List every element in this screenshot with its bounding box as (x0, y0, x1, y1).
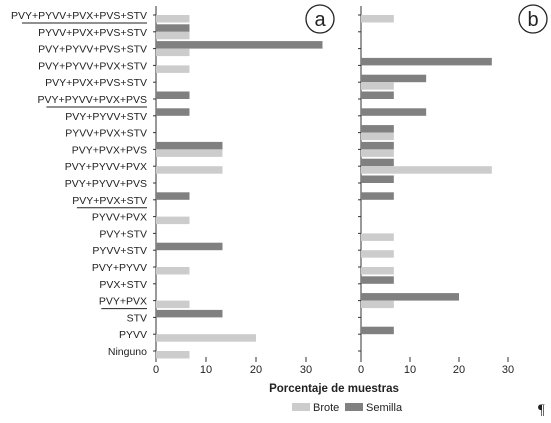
panel-b-bar-semilla (361, 108, 427, 116)
panel-a-bar-semilla (156, 192, 190, 200)
category-label: PYVV+PVX+PVS+STV (38, 27, 147, 39)
panel-b-bars (361, 15, 492, 335)
category-label: PYVV+PVX (92, 212, 147, 224)
panel-label-a: a (314, 9, 326, 31)
legend-label-semilla: Semilla (366, 402, 403, 414)
category-label: STV (127, 312, 147, 324)
pilcrow-mark: ¶ (538, 402, 545, 418)
panel-a-bar-semilla (156, 91, 190, 99)
category-label: PYVV+PVX+STV (65, 128, 147, 140)
panel-a-bar-brote (156, 15, 190, 23)
panel-b-bar-semilla (361, 125, 394, 133)
panel-a-x-tick-label: 10 (200, 364, 212, 376)
panel-b-bar-semilla (361, 192, 394, 200)
panel-a-bar-semilla (156, 108, 190, 116)
legend-label-brote: Brote (313, 402, 339, 414)
category-label: PVY+PYVV+PVX+PVS (38, 94, 147, 106)
panel-a-bar-brote (156, 351, 190, 359)
panel-a-bar-semilla (156, 309, 223, 318)
panel-b-bar-semilla (361, 57, 492, 66)
category-label: PVY+PYVV+PVX+STV (38, 60, 147, 72)
panel-a-bar-semilla (156, 41, 323, 49)
panel-label-b: b (527, 9, 538, 31)
panel-b-bar-brote (361, 300, 394, 309)
panel-a-bar-brote (156, 267, 190, 275)
panel-b-bar-semilla (361, 158, 394, 167)
category-label: PVY+PVX (99, 296, 147, 308)
panel-a-bar-semilla (156, 242, 223, 251)
panel-a-bar-semilla (156, 141, 223, 150)
panel-b-x-tick-label: 0 (358, 364, 364, 376)
panel-a-x-tick-label: 20 (250, 364, 262, 376)
panel-b-bar-semilla (361, 74, 427, 83)
panel-label-a-badge: a (305, 4, 335, 34)
category-label: PVY+PYVV+PVS (65, 178, 147, 190)
category-label: PVY+PVX+PVS (72, 144, 147, 156)
panel-b-bar-brote (361, 15, 394, 23)
legend-swatch-brote (292, 403, 310, 411)
category-label: PYVV (119, 329, 147, 341)
panel-b-bar-semilla (361, 326, 394, 335)
x-axis-title: Porcentaje de muestras (269, 383, 399, 395)
panel-a-bar-brote (156, 166, 223, 174)
category-label: PVY+STV (99, 228, 147, 240)
category-label: PVY+PYVV+PVX+PVS+STV (11, 10, 147, 22)
panel-a-x-tick-label: 0 (153, 364, 159, 376)
panel-a-bar-brote (156, 48, 190, 57)
panel-b-bar-semilla (361, 91, 394, 99)
panel-b-bar-brote (361, 166, 492, 174)
category-label: Ninguno (108, 346, 147, 358)
panel-b-bar-brote (361, 233, 394, 241)
panel-a-bar-brote (156, 300, 190, 309)
panel-a-bar-brote (156, 65, 190, 73)
panel-b-x-tick-label: 10 (404, 364, 416, 376)
category-label: PVY+PVX+PVS+STV (45, 77, 147, 89)
axis-a: 0 10 20 30 (153, 6, 312, 376)
panel-a-bar-brote (156, 334, 256, 342)
panel-b-bar-brote (361, 132, 394, 141)
panel-b-bar-semilla (361, 293, 459, 301)
legend-swatch-semilla (345, 403, 363, 411)
category-label: PVY+PYVV+STV (65, 111, 147, 123)
legend: Brote Semilla (292, 402, 403, 414)
category-label: PVY+PVX+STV (72, 195, 147, 207)
panel-a-bar-semilla (156, 24, 190, 32)
category-label: PVX+STV (99, 279, 147, 291)
panel-b-bar-semilla (361, 276, 394, 284)
category-label: PVY+PYVV (92, 262, 147, 274)
category-label: PYVV+STV (92, 245, 147, 257)
panel-b-bar-brote (361, 82, 394, 90)
panel-a-bar-brote (156, 149, 223, 157)
panel-a-x-tick-label: 30 (300, 364, 312, 376)
panel-b-x-tick-label: 20 (453, 364, 465, 376)
panel-a-bar-brote (156, 216, 190, 225)
panel-b-bar-brote (361, 267, 394, 275)
panel-b-bar-brote (361, 250, 394, 258)
panel-a-bars (156, 15, 323, 359)
panel-b-x-tick-label: 30 (502, 364, 514, 376)
panel-b-bar-semilla (361, 141, 394, 150)
category-labels: PVY+PYVV+PVX+PVS+STV PYVV+PVX+PVS+STV PVY+… (11, 10, 147, 358)
category-label: PVY+PYVV+PVX (65, 161, 147, 173)
category-label: PVY+PYVV+PVS+STV (38, 44, 147, 56)
panel-b-bar-semilla (361, 175, 394, 183)
category-underlines (22, 22, 147, 310)
panel-label-b-badge: b (518, 4, 548, 34)
panel-b-bar-brote (361, 149, 394, 157)
panel-a-bar-brote (156, 31, 190, 40)
